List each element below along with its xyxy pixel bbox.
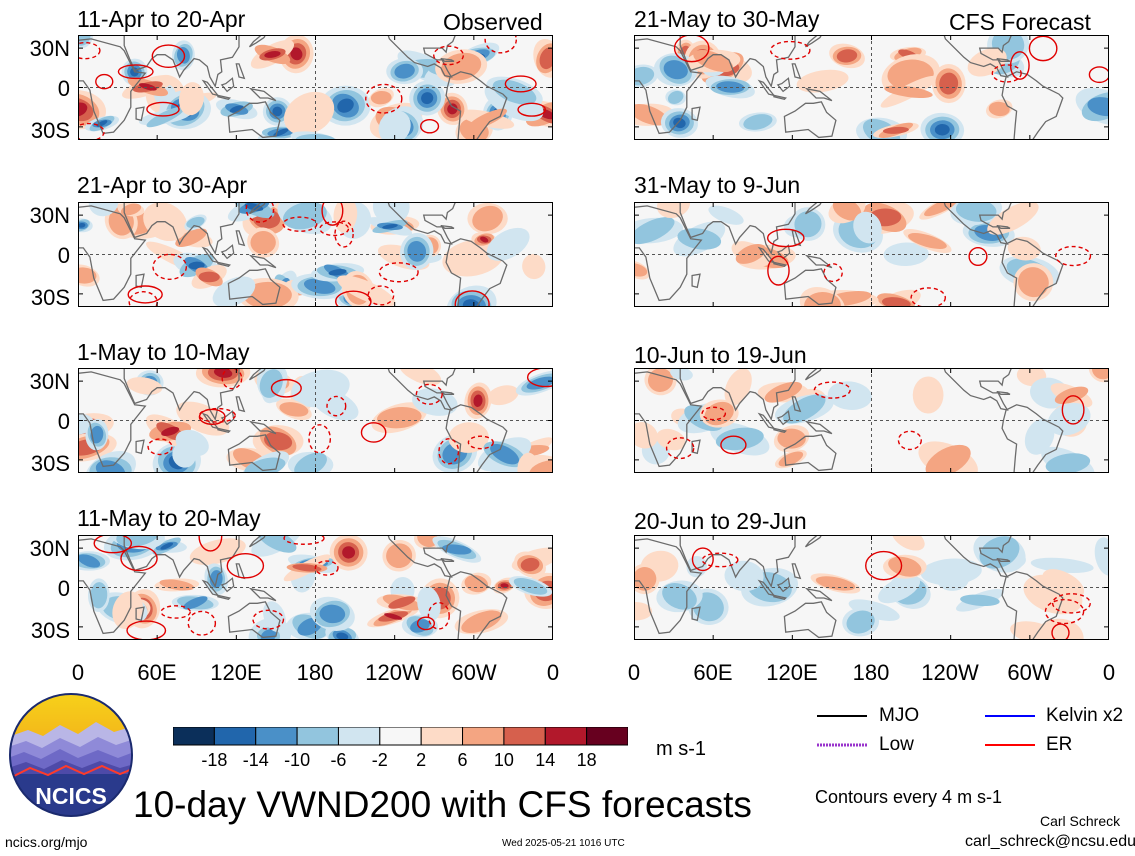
logo-text: NCICS [35,783,107,809]
colorbar-swatch [213,727,257,746]
map-panel-observed-4 [78,535,553,640]
y-tick-30s: 30S [30,118,70,143]
map-panel-forecast-1 [634,35,1109,140]
legend-line-kelvin [985,715,1035,717]
panel-title-4: 11-May to 20-May [77,505,261,531]
y-tick-0: 0 [57,409,70,434]
colorbar-swatch [173,727,215,746]
legend-label-low: Low [879,734,914,755]
colorbar-swatch [503,727,546,746]
map-panel-observed-1 [78,35,553,140]
colorbar-label: -18 [201,750,228,770]
x-tick-60w: 60W [1007,660,1053,685]
colorbar-swatch [544,727,588,746]
map-panel-forecast-4 [634,535,1109,640]
legend-line-mjo [817,715,867,717]
panel-title-6: 31-May to 9-Jun [634,172,801,198]
contour-note: Contours every 4 m s-1 [815,787,1003,807]
map-panel-observed-3 [78,368,553,473]
panel-title-5: 21-May to 30-May [634,6,820,32]
y-tick-30n: 30N [29,203,70,228]
colorbar-label: 18 [576,750,597,770]
colorbar [173,727,628,746]
legend-label-mjo: MJO [879,705,920,726]
colorbar-label: 2 [416,750,427,770]
colorbar-swatch [296,727,339,746]
y-tick-30n: 30N [29,36,70,61]
x-tick-60w: 60W [451,660,497,685]
colorbar-label: -6 [330,750,347,770]
x-tick-60e: 60E [137,660,177,685]
y-tick-30s: 30S [30,451,70,476]
legend-line-er [985,744,1035,746]
site-url[interactable]: ncics.org/mjo [5,834,88,850]
colorbar-label: -10 [284,750,311,770]
x-tick-180: 180 [852,660,890,685]
panel-title-8: 20-Jun to 29-Jun [634,508,807,534]
x-tick-180: 180 [296,660,334,685]
panel-title-3: 1-May to 10-May [77,339,250,365]
panel-title-1: 11-Apr to 20-Apr [77,6,246,32]
y-tick-0: 0 [57,243,70,268]
colorbar-swatch [586,727,628,746]
colorbar-label: -14 [242,750,269,770]
map-panel-forecast-2 [634,202,1109,307]
author-email[interactable]: carl_schreck@ncsu.edu [965,833,1135,850]
author-name: Carl Schreck [1040,813,1121,829]
x-tick-60e: 60E [693,660,733,685]
x-tick-0: 0 [1102,660,1116,685]
y-tick-30s: 30S [30,285,70,310]
ncics-logo: NCICS [9,693,133,817]
x-tick-0: 0 [71,660,85,685]
y-tick-30s: 30S [30,618,70,643]
legend-line-low [817,743,867,747]
map-panel-forecast-3 [634,368,1109,473]
colorbar-units: m s-1 [656,738,706,760]
colorbar-swatch [420,727,464,746]
x-tick-0: 0 [546,660,560,685]
panel-tag-forecast: CFS Forecast [949,9,1091,35]
x-tick-120e: 120E [210,660,262,685]
x-tick-120w: 120W [921,660,979,685]
colorbar-label: -2 [371,750,388,770]
colorbar-label: 10 [493,750,514,770]
timestamp: Wed 2025-05-21 1016 UTC [502,838,625,849]
x-tick-0: 0 [627,660,641,685]
legend-label-kelvin: Kelvin x2 [1046,705,1124,726]
y-tick-0: 0 [57,76,70,101]
legend-label-er: ER [1046,734,1073,755]
x-tick-120e: 120E [766,660,818,685]
map-panel-observed-2 [78,202,553,307]
colorbar-swatch [462,727,505,746]
panel-title-2: 21-Apr to 30-Apr [77,172,248,198]
colorbar-swatch [255,727,298,746]
y-tick-30n: 30N [29,536,70,561]
x-tick-120w: 120W [365,660,423,685]
y-tick-30n: 30N [29,369,70,394]
colorbar-label: 6 [457,750,468,770]
colorbar-label: 14 [535,750,556,770]
panel-title-7: 10-Jun to 19-Jun [634,342,807,368]
colorbar-swatch [337,727,381,746]
main-title: 10-day VWND200 with CFS forecasts [133,784,752,825]
panel-tag-observed: Observed [443,9,543,35]
y-tick-0: 0 [57,576,70,601]
colorbar-swatch [379,727,422,746]
